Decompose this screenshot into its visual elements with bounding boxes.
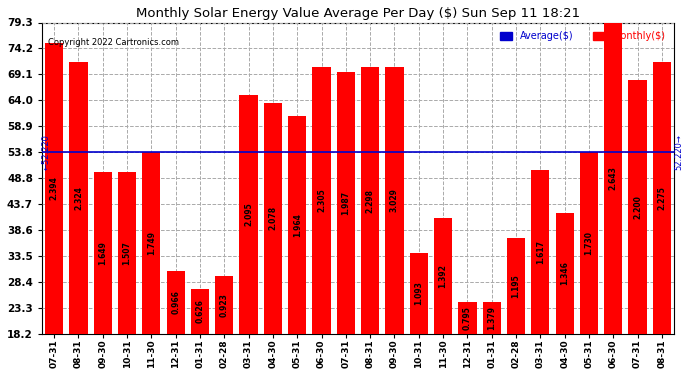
Bar [604, 22, 622, 334]
Text: 3.029: 3.029 [390, 189, 399, 213]
Bar [94, 172, 112, 334]
Text: 1.964: 1.964 [293, 213, 302, 237]
Bar [166, 271, 185, 334]
Text: ←52.220: ←52.220 [42, 135, 51, 170]
Bar [191, 289, 209, 334]
Text: 1.749: 1.749 [147, 231, 156, 255]
Text: 2.078: 2.078 [268, 206, 277, 230]
Text: 1.346: 1.346 [560, 261, 569, 285]
Bar [264, 103, 282, 334]
Bar [410, 253, 428, 334]
Bar [288, 116, 306, 334]
Text: 2.305: 2.305 [317, 189, 326, 212]
Bar [337, 72, 355, 334]
Text: 1.730: 1.730 [584, 231, 593, 255]
Bar [142, 152, 161, 334]
Text: 0.795: 0.795 [463, 306, 472, 330]
Bar [361, 68, 380, 334]
Text: Copyright 2022 Cartronics.com: Copyright 2022 Cartronics.com [48, 38, 179, 47]
Text: 0.626: 0.626 [195, 299, 204, 323]
Text: 2.275: 2.275 [658, 186, 667, 210]
Text: 52.220→: 52.220→ [674, 135, 683, 170]
Bar [239, 95, 258, 334]
Text: 1.617: 1.617 [536, 240, 545, 264]
Text: 2.095: 2.095 [244, 202, 253, 226]
Bar [507, 238, 525, 334]
Title: Monthly Solar Energy Value Average Per Day ($) Sun Sep 11 18:21: Monthly Solar Energy Value Average Per D… [136, 7, 580, 20]
Text: 1.507: 1.507 [123, 241, 132, 265]
Bar [555, 213, 574, 334]
Bar [45, 43, 63, 334]
Bar [531, 170, 549, 334]
Text: 2.298: 2.298 [366, 189, 375, 213]
Bar [653, 62, 671, 334]
Text: 2.200: 2.200 [633, 195, 642, 219]
Text: 2.394: 2.394 [50, 176, 59, 200]
Bar [434, 217, 452, 334]
Text: 1.195: 1.195 [511, 274, 520, 298]
Bar [69, 62, 88, 334]
Bar [458, 302, 477, 334]
Bar [629, 80, 647, 334]
Text: 1.093: 1.093 [414, 282, 423, 306]
Text: 1.649: 1.649 [98, 241, 107, 265]
Bar [215, 276, 233, 334]
Text: 2.324: 2.324 [74, 186, 83, 210]
Bar [385, 68, 404, 334]
Bar [313, 68, 331, 334]
Bar [118, 172, 136, 334]
Legend: Average($), Monthly($): Average($), Monthly($) [497, 27, 669, 45]
Text: 1.392: 1.392 [439, 264, 448, 288]
Bar [580, 152, 598, 334]
Text: 0.923: 0.923 [220, 293, 229, 317]
Text: 1.379: 1.379 [487, 306, 496, 330]
Text: 2.643: 2.643 [609, 166, 618, 190]
Text: 0.966: 0.966 [171, 291, 180, 314]
Bar [482, 302, 501, 334]
Text: 1.987: 1.987 [342, 191, 351, 215]
